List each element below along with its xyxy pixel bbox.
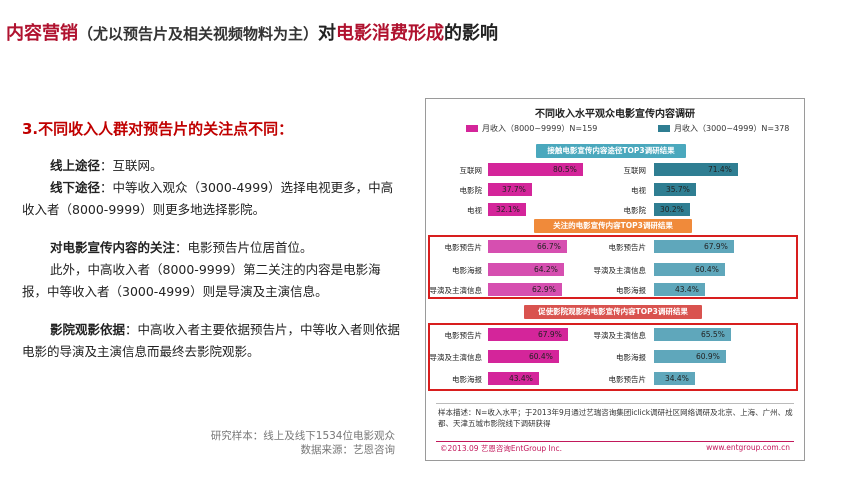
legend-swatch-mid <box>658 125 670 132</box>
bar-value-label: 60.9% <box>696 352 720 361</box>
figure-notes: 样本描述：N=收入水平；于2013年9月通过艺瑞咨询集团iclick调研社区网络… <box>438 408 793 428</box>
paragraph-channels: 线上途径：互联网。 线下途径：中等收入观众（3000-4999）选择电视更多，中… <box>22 155 402 221</box>
bar-category-label: 电影海报 <box>616 286 646 295</box>
bar-category-label: 互联网 <box>623 166 647 175</box>
content-focus-text: ：电影预告片位居首位。 <box>175 240 313 255</box>
bar <box>488 163 583 176</box>
title-paren: （尤以预告片及相关视频物料为主） <box>78 25 319 43</box>
bar <box>488 283 562 296</box>
content-focus-label: 对电影宣传内容的关注 <box>50 240 176 255</box>
bar <box>488 240 567 253</box>
bar-category-label: 电影预告片 <box>608 375 647 384</box>
content-focus-detail: 此外，中高收入者（8000-9999）第二关注的内容是电影海报，中等收入者（30… <box>22 262 381 299</box>
title-tail: 的影响 <box>444 23 499 44</box>
bar-value-label: 67.9% <box>704 242 728 251</box>
section-label-channels: 接触电影宣传内容途径TOP3调研结果 <box>536 144 686 158</box>
bar-category-label: 导演及主演信息 <box>429 353 483 362</box>
legend-high-income: 月收入（8000~9999）N=159 <box>466 123 597 134</box>
bar <box>654 350 726 363</box>
bar-category-label: 电视 <box>467 206 482 215</box>
legend-label-mid: 月收入（3000~4999）N=378 <box>674 124 790 133</box>
bar-category-label: 电影预告片 <box>444 243 483 252</box>
bar-category-label: 电影海报 <box>616 353 646 362</box>
bar-value-label: 43.4% <box>509 374 533 383</box>
point-heading: 3.不同收入人群对预告片的关注点不同： <box>22 120 294 138</box>
bar <box>654 203 690 216</box>
bar-category-label: 电影海报 <box>452 375 482 384</box>
paragraph-viewing-basis: 影院观影依据：中高收入者主要依据预告片，中等收入者则依据电影的导演及主演信息而最… <box>22 319 402 363</box>
bar <box>654 328 731 341</box>
legend-label-high: 月收入（8000~9999）N=159 <box>482 124 598 133</box>
viewing-basis-text: ：中高收入者主要依据预告片，中等收入者则依据电影的导演及主演信息而最终去影院观影… <box>22 322 401 359</box>
title-connector: 对 <box>318 23 337 44</box>
offline-text: ：中等收入观众（3000-4999）选择电视更多，中高收入者（8000-9999… <box>22 180 394 217</box>
bar <box>654 263 725 276</box>
highlight-box-viewing <box>428 323 798 391</box>
bar <box>654 240 734 253</box>
bar-value-label: 30.2% <box>660 205 684 214</box>
footnote-sample: 研究样本：线上及线下1534位电影观众 <box>210 430 395 442</box>
online-text: ：互联网。 <box>100 158 163 173</box>
figure-copyright: ©2013.09 艺恩咨询EntGroup Inc. <box>440 444 563 453</box>
bar-category-label: 互联网 <box>459 166 483 175</box>
bar <box>488 183 532 196</box>
legend-mid-income: 月收入（3000~4999）N=378 <box>658 123 789 134</box>
bar <box>488 263 564 276</box>
bar-category-label: 电影预告片 <box>608 243 647 252</box>
section-label-focus: 关注的电影宣传内容TOP3调研结果 <box>534 219 692 233</box>
bar-value-label: 43.4% <box>675 285 699 294</box>
page-title: 内容营销（尤以预告片及相关视频物料为主）对电影消费形成的影响 <box>6 19 498 45</box>
legend-swatch-high <box>466 125 478 132</box>
paragraph-content-focus: 对电影宣传内容的关注：电影预告片位居首位。 此外，中高收入者（8000-9999… <box>22 237 402 303</box>
viewing-basis-label: 影院观影依据 <box>50 322 126 337</box>
bar <box>488 328 568 341</box>
bar-category-label: 电影海报 <box>452 266 482 275</box>
bar <box>488 203 526 216</box>
figure-website: www.entgroup.com.cn <box>706 443 790 452</box>
bar-value-label: 67.9% <box>538 330 562 339</box>
section-label-viewing: 促使影院观影的电影宣传内容TOP3调研结果 <box>524 305 702 319</box>
bar-category-label: 电影院 <box>623 206 647 215</box>
bar-category-label: 电视 <box>631 186 646 195</box>
bar-category-label: 导演及主演信息 <box>593 331 647 340</box>
bar-value-label: 60.4% <box>529 352 553 361</box>
bar-category-label: 电影院 <box>459 186 483 195</box>
bar-value-label: 64.2% <box>534 265 558 274</box>
bar-value-label: 71.4% <box>708 165 732 174</box>
highlight-box-focus <box>428 235 798 299</box>
bar <box>654 283 705 296</box>
bar <box>488 350 559 363</box>
bar-category-label: 导演及主演信息 <box>429 286 483 295</box>
bar-value-label: 80.5% <box>553 165 577 174</box>
bar <box>488 372 539 385</box>
bar <box>654 183 696 196</box>
bar-value-label: 66.7% <box>537 242 561 251</box>
bar-category-label: 电影预告片 <box>444 331 483 340</box>
bar-value-label: 32.1% <box>496 205 520 214</box>
figure-bottom-line <box>436 441 794 442</box>
title-highlight: 内容营销 <box>6 23 78 44</box>
figure-title: 不同收入水平观众电影宣传内容调研 <box>535 109 695 120</box>
online-label: 线上途径 <box>50 158 101 173</box>
bar-value-label: 65.5% <box>701 330 725 339</box>
survey-figure: 不同收入水平观众电影宣传内容调研 月收入（8000~9999）N=159 月收入… <box>425 98 805 461</box>
bar-category-label: 导演及主演信息 <box>593 266 647 275</box>
offline-label: 线下途径 <box>50 180 101 195</box>
bar-value-label: 35.7% <box>666 185 690 194</box>
footnote-source: 数据来源：艺恩咨询 <box>300 444 396 456</box>
bar <box>654 163 738 176</box>
bar-value-label: 37.7% <box>502 185 526 194</box>
title-highlight-2: 电影消费形成 <box>336 23 445 44</box>
bar-value-label: 62.9% <box>532 285 556 294</box>
figure-divider <box>436 403 794 404</box>
bar <box>654 372 695 385</box>
bar-value-label: 34.4% <box>665 374 689 383</box>
bar-value-label: 60.4% <box>695 265 719 274</box>
